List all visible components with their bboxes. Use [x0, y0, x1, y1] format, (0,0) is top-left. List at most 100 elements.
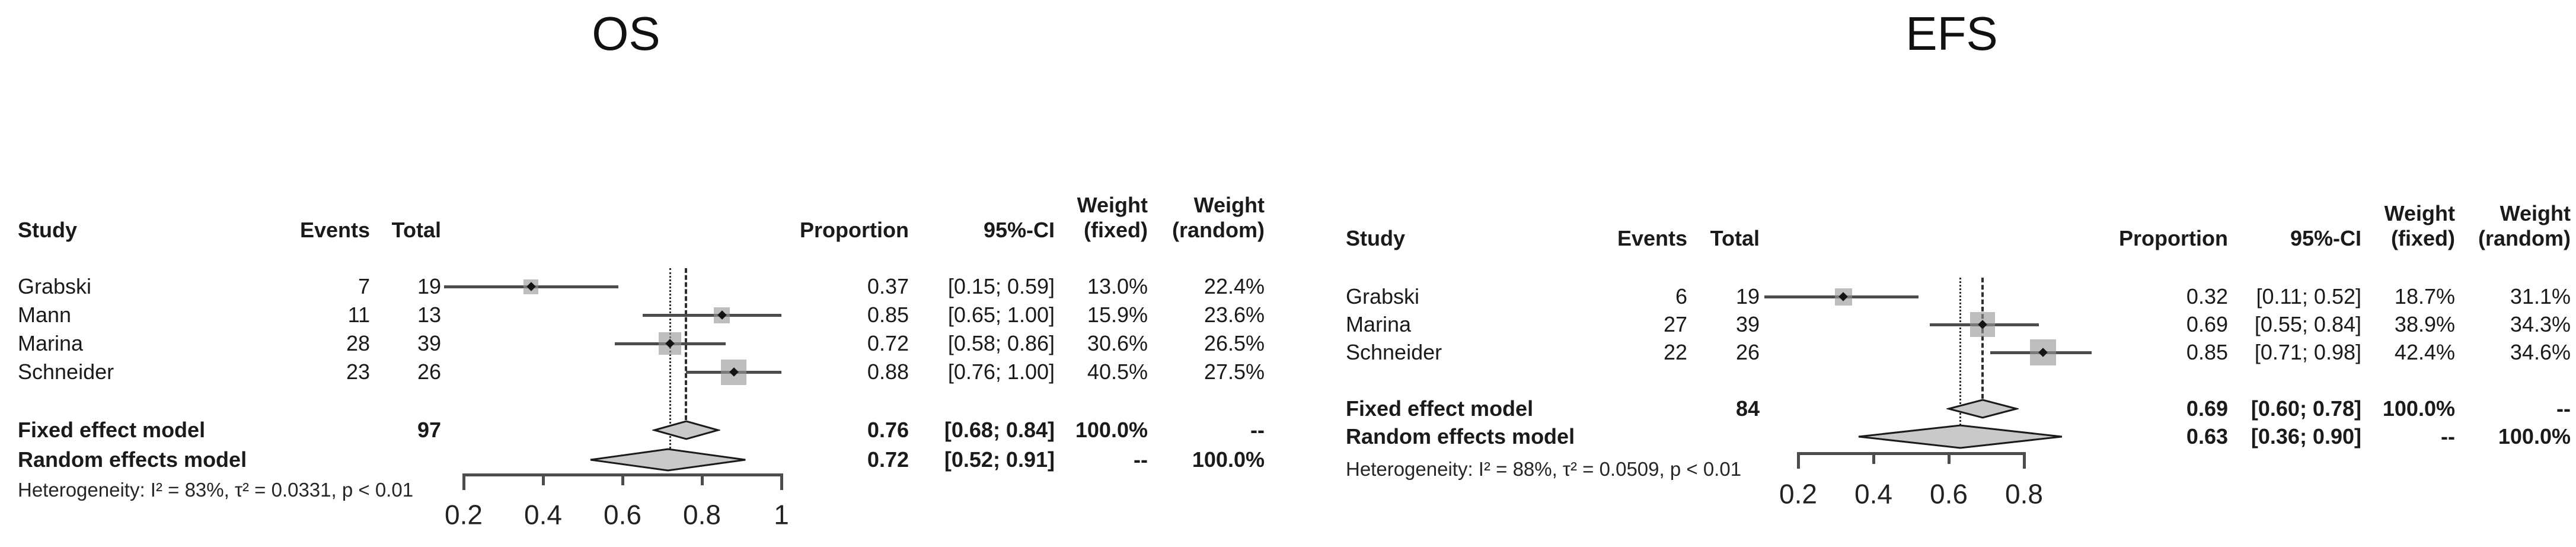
column-header-study: Study [1346, 226, 1406, 251]
study-weight-fixed: 42.4% [2394, 340, 2455, 365]
study-weight-fixed: 18.7% [2394, 284, 2455, 309]
study-proportion: 0.37 [867, 274, 909, 299]
study-events: 11 [347, 303, 370, 327]
ci-whisker [642, 314, 781, 317]
column-header-ci: 95%-CI [2290, 226, 2361, 251]
study-total: 26 [1735, 340, 1760, 365]
study-ci: [0.76; 1.00] [947, 360, 1055, 384]
study-name: Grabski [18, 274, 92, 299]
fixed-effect-total: 97 [417, 418, 441, 443]
study-proportion: 0.85 [867, 303, 909, 327]
column-header-proportion: Proportion [2119, 226, 2228, 251]
x-axis-tick-label: 0.8 [683, 499, 721, 530]
study-weight-random: 34.3% [2510, 312, 2571, 337]
study-events: 27 [1663, 312, 1687, 337]
fixed-effect-label: Fixed effect model [18, 418, 206, 443]
fixed-effect-weight-fixed: 100.0% [2382, 396, 2455, 421]
study-ci: [0.71; 0.98] [2254, 340, 2361, 365]
study-total: 19 [417, 274, 441, 299]
column-header-weight-random: Weight [1193, 193, 1265, 218]
x-axis-tick-label: 1 [774, 499, 789, 530]
study-events: 6 [1675, 284, 1687, 309]
x-axis-line [1798, 452, 2024, 455]
random-effects-diamond [1858, 424, 2062, 449]
study-total: 26 [417, 360, 441, 384]
study-weight-random: 34.6% [2510, 340, 2571, 365]
study-weight-fixed: 40.5% [1087, 360, 1148, 384]
study-events: 7 [357, 274, 370, 299]
column-header-ci: 95%-CI [983, 218, 1055, 243]
study-ci: [0.65; 1.00] [947, 303, 1055, 327]
x-axis-tick [621, 473, 624, 485]
x-axis-tick [701, 473, 704, 485]
study-total: 39 [1735, 312, 1760, 337]
random-effects-label: Random effects model [1346, 424, 1575, 449]
study-total: 19 [1735, 284, 1760, 309]
column-header-random: (random) [1172, 218, 1265, 243]
x-axis-tick-label: 0.2 [1779, 478, 1817, 510]
column-header-weight-fixed: Weight [1077, 193, 1148, 218]
column-header-fixed: (fixed) [1084, 218, 1148, 243]
study-proportion: 0.85 [2186, 340, 2228, 365]
x-axis-tick [542, 473, 545, 485]
study-name: Marina [18, 331, 84, 356]
study-events: 23 [346, 360, 370, 384]
plot-title-os: OS [592, 7, 660, 60]
random-effects-proportion: 0.63 [2186, 424, 2228, 449]
study-total: 13 [417, 303, 441, 327]
study-weight-random: 26.5% [1204, 331, 1265, 356]
x-axis-tick-label: 0.6 [1930, 478, 1968, 510]
study-proportion: 0.32 [2186, 284, 2228, 309]
column-header-total: Total [1710, 226, 1760, 251]
fixed-effect-diamond [1946, 399, 2019, 419]
study-weight-fixed: 30.6% [1087, 331, 1148, 356]
study-events: 22 [1663, 340, 1687, 365]
study-weight-random: 31.1% [2510, 284, 2571, 309]
fixed-effect-label: Fixed effect model [1346, 396, 1534, 421]
x-axis-tick-label: 0.6 [604, 499, 641, 530]
plot-title-efs: EFS [1905, 7, 1998, 60]
column-header-study: Study [18, 218, 78, 243]
fixed-effect-weight-fixed: 100.0% [1075, 418, 1148, 443]
x-axis-tick [1948, 452, 1951, 464]
random-effects-weight-random: 100.0% [2498, 424, 2571, 449]
study-ci: [0.15; 0.59] [947, 274, 1055, 299]
fixed-effect-proportion: 0.76 [867, 418, 909, 443]
fixed-effect-proportion: 0.69 [2186, 396, 2228, 421]
column-header-events: Events [299, 218, 370, 243]
column-header-fixed: (fixed) [2391, 226, 2455, 251]
x-axis-tick-label: 0.4 [1854, 478, 1892, 510]
random-effects-label: Random effects model [18, 447, 247, 472]
study-total: 39 [417, 331, 441, 356]
x-axis-tick [462, 473, 465, 490]
heterogeneity-note: Heterogeneity: I² = 83%, τ² = 0.0331, p … [18, 478, 414, 501]
x-axis-tick-label: 0.2 [445, 499, 483, 530]
study-name: Marina [1346, 312, 1412, 337]
study-proportion: 0.88 [867, 360, 909, 384]
column-header-events: Events [1617, 226, 1687, 251]
x-axis-tick [1797, 452, 1800, 469]
study-ci: [0.58; 0.86] [947, 331, 1055, 356]
study-weight-random: 27.5% [1204, 360, 1265, 384]
study-name: Grabski [1346, 284, 1420, 309]
study-weight-fixed: 38.9% [2394, 312, 2455, 337]
random-effects-weight-random: 100.0% [1192, 447, 1265, 472]
x-axis-tick [2023, 452, 2026, 469]
x-axis-tick [780, 473, 783, 490]
study-name: Mann [18, 303, 72, 327]
random-effects-ci: [0.52; 0.91] [944, 447, 1055, 472]
column-header-proportion: Proportion [800, 218, 909, 243]
random-effects-diamond [590, 448, 746, 472]
column-header-total: Total [391, 218, 441, 243]
random-effects-guide-line [1959, 278, 1962, 425]
study-ci: [0.11; 0.52] [2256, 284, 2361, 309]
fixed-effect-weight-random: -- [1250, 418, 1265, 443]
fixed-effect-diamond [652, 420, 720, 440]
study-ci: [0.55; 0.84] [2254, 312, 2361, 337]
random-effects-weight-fixed: -- [1134, 447, 1148, 472]
fixed-effect-ci: [0.60; 0.78] [2251, 396, 2361, 421]
study-weight-random: 23.6% [1204, 303, 1265, 327]
study-name: Schneider [18, 360, 114, 384]
fixed-effect-total: 84 [1735, 396, 1760, 421]
